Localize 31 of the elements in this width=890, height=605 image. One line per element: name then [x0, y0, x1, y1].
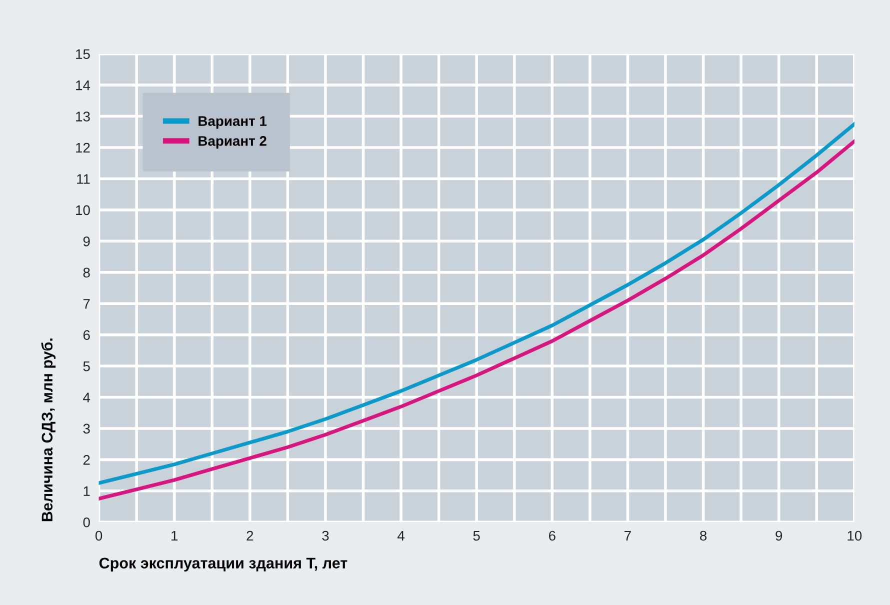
legend-label: Вариант 2	[198, 136, 266, 149]
y-tick-label: 12	[76, 142, 90, 153]
y-tick-label: 8	[83, 268, 90, 278]
y-tick-label: 6	[83, 330, 90, 340]
x-tick-label: 6	[549, 530, 556, 541]
x-tick-label: 5	[473, 530, 480, 541]
x-tick-label: 8	[700, 530, 707, 541]
y-tick-label: 5	[83, 362, 90, 372]
y-tick-label: 15	[76, 49, 90, 60]
x-axis-title: Срок эксплуатации здания T, лет	[99, 558, 348, 572]
x-tick-label: 0	[95, 530, 102, 541]
x-tick-label: 7	[624, 530, 631, 541]
x-tick-label: 3	[322, 530, 329, 541]
y-tick-label: 3	[83, 424, 90, 434]
y-tick-label: 1	[84, 486, 90, 496]
y-tick-label: 0	[83, 517, 90, 528]
y-tick-label: 2	[83, 455, 90, 465]
y-tick-label: 13	[76, 112, 90, 122]
x-tick-label: 2	[246, 530, 254, 541]
y-tick-label: 11	[77, 174, 90, 184]
y-tick-label: 4	[83, 392, 90, 402]
x-tick-label: 1	[172, 530, 178, 541]
legend-label: Вариант 1	[198, 116, 267, 129]
y-tick-label: 10	[76, 205, 90, 216]
y-axis-title: Величина СДЗ, млн руб.	[41, 338, 56, 522]
x-tick-label: 9	[776, 530, 782, 541]
y-tick-label: 9	[83, 236, 90, 246]
y-tick-label: 14	[76, 80, 90, 90]
x-tick-label: 10	[848, 530, 862, 541]
x-tick-label: 4	[397, 530, 404, 541]
y-tick-label: 7	[83, 299, 90, 309]
